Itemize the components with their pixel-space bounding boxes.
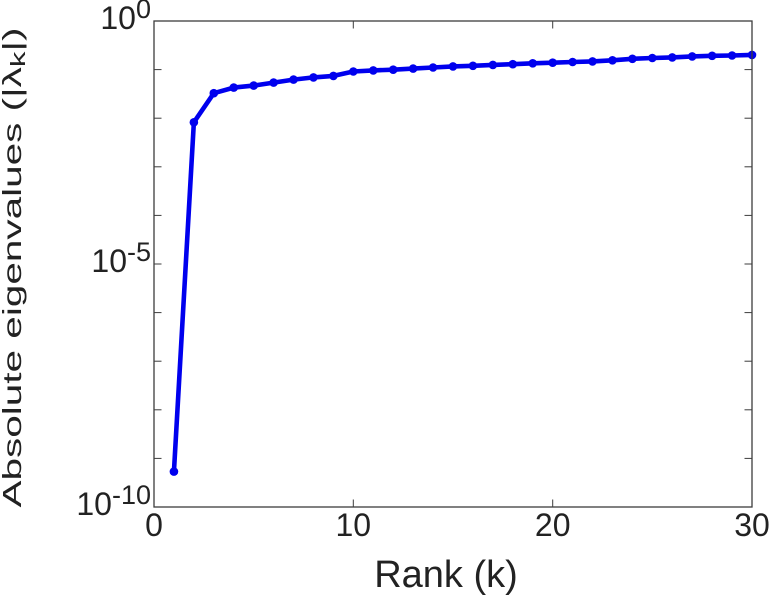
svg-text:Rank (k): Rank (k) bbox=[374, 554, 518, 596]
svg-text:0: 0 bbox=[145, 507, 163, 543]
svg-text:10-10: 10-10 bbox=[76, 480, 151, 522]
svg-text:Absolute eigenvalues (|λk|): Absolute eigenvalues (|λk|) bbox=[0, 27, 30, 507]
svg-text:10-5: 10-5 bbox=[91, 237, 151, 279]
svg-text:20: 20 bbox=[535, 507, 571, 543]
svg-text:10: 10 bbox=[336, 507, 372, 543]
svg-text:100: 100 bbox=[100, 0, 151, 36]
svg-text:30: 30 bbox=[734, 507, 770, 543]
